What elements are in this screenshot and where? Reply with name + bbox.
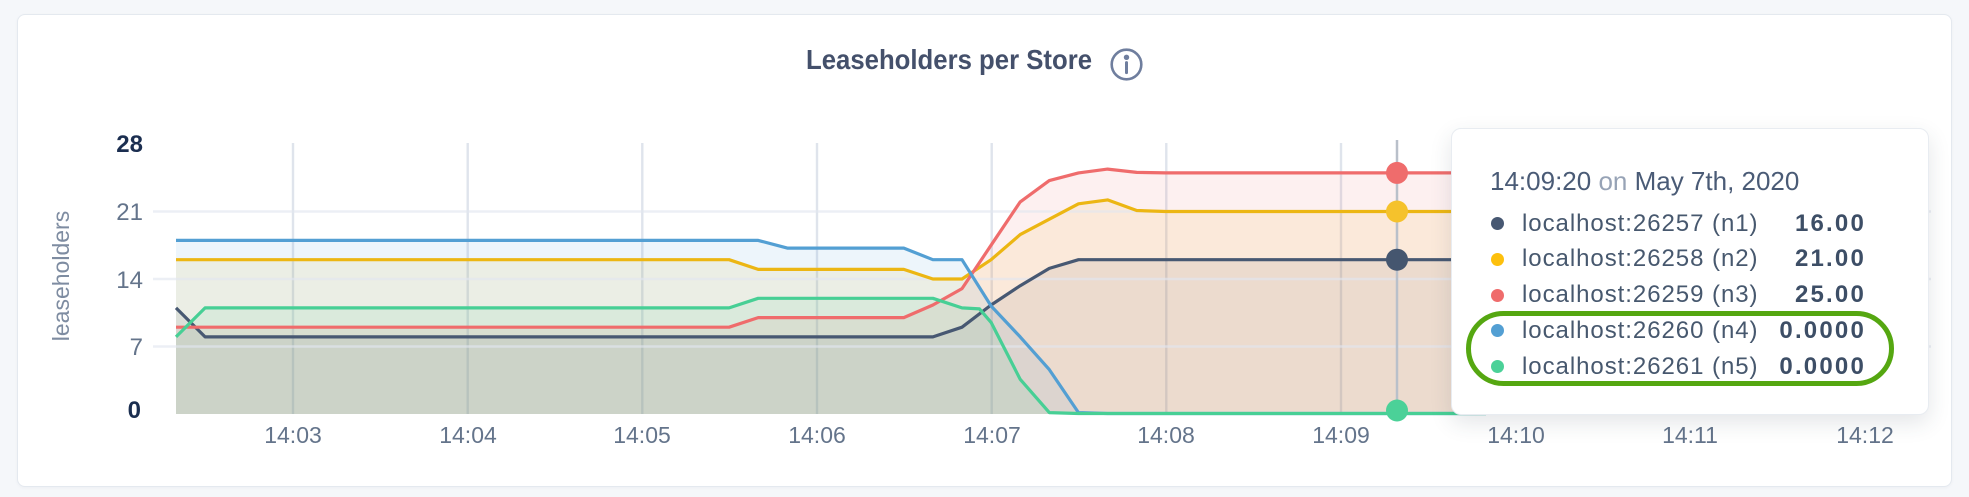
- svg-text:14:07: 14:07: [963, 422, 1021, 448]
- svg-text:14:11: 14:11: [1662, 422, 1718, 448]
- svg-text:14:09: 14:09: [1312, 422, 1370, 448]
- svg-text:14:04: 14:04: [439, 422, 497, 448]
- svg-text:7: 7: [130, 334, 143, 361]
- svg-text:14:05: 14:05: [613, 422, 671, 448]
- svg-text:14:08: 14:08: [1137, 422, 1195, 448]
- svg-text:0: 0: [128, 397, 141, 424]
- svg-text:21: 21: [116, 199, 143, 226]
- svg-text:14:06: 14:06: [788, 422, 846, 448]
- svg-text:28: 28: [116, 131, 143, 158]
- svg-text:14:10: 14:10: [1487, 422, 1545, 448]
- svg-text:14: 14: [116, 267, 143, 294]
- svg-text:leaseholders: leaseholders: [48, 211, 74, 341]
- svg-text:14:12: 14:12: [1836, 422, 1894, 448]
- svg-text:14:03: 14:03: [264, 422, 322, 448]
